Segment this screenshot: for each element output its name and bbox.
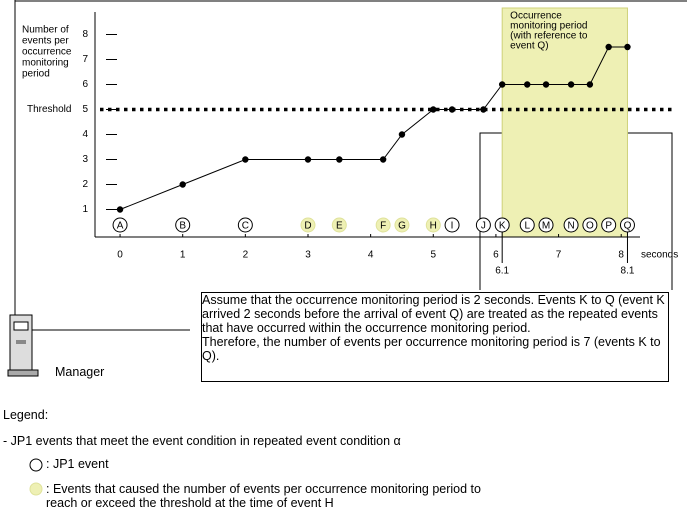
event-circle: [601, 217, 617, 233]
y-tick-label: 4: [82, 129, 88, 140]
event-circle: [394, 217, 410, 233]
data-point: [524, 81, 531, 88]
data-point: [379, 156, 387, 163]
event-label: H: [430, 221, 437, 232]
data-point: [336, 156, 343, 163]
period-label: monitoring period: [510, 21, 587, 32]
manager-icon: [7, 314, 39, 377]
event-circle: [582, 217, 598, 233]
event-label: J: [481, 221, 486, 232]
y-tick-label: 5: [82, 104, 88, 115]
threshold-label: Threshold: [27, 104, 71, 115]
event-circle: [331, 217, 347, 233]
event-circle: [619, 217, 635, 233]
event-label: A: [117, 221, 124, 232]
y-axis-label: monitoring: [22, 58, 69, 69]
event-label: M: [542, 221, 550, 232]
event-circle: [475, 217, 491, 233]
x-tick-label: 7: [556, 250, 562, 261]
event-circle: [538, 217, 554, 233]
legend-item: : JP1 event: [46, 457, 109, 471]
event-circle: [494, 217, 510, 233]
legend-heading: - JP1 events that meet the event conditi…: [3, 434, 401, 448]
event-label: O: [586, 221, 594, 232]
data-point: [304, 156, 312, 163]
event-label: Q: [624, 221, 632, 232]
y-tick-label: 6: [82, 79, 88, 90]
y-tick-label: 8: [82, 29, 88, 40]
marker-label: 8.1: [621, 266, 635, 277]
event-circle: [112, 217, 128, 233]
callout-text: Therefore, the number of events per occu…: [202, 335, 661, 363]
event-circle: [444, 217, 460, 233]
x-tick-label: 3: [305, 250, 311, 261]
data-point: [242, 156, 249, 163]
period-label: (with reference to: [510, 31, 588, 42]
y-tick-label: 1: [82, 204, 88, 215]
x-tick-label: 1: [180, 250, 186, 261]
event-label: E: [336, 221, 343, 232]
event-label: B: [179, 221, 186, 232]
legend-item: : Events that caused the number of event…: [46, 482, 481, 510]
event-circle: [519, 217, 535, 233]
event-circle: [237, 217, 253, 233]
event-label: I: [451, 221, 454, 232]
x-tick-label: 8: [618, 250, 624, 261]
data-point: [116, 206, 124, 213]
event-label: L: [524, 221, 530, 232]
x-tick-label: 4: [368, 250, 374, 261]
x-tick-label: 0: [117, 250, 123, 261]
legend-circle: [29, 458, 43, 472]
data-point: [498, 81, 506, 88]
legend-title: Legend:: [3, 408, 49, 422]
event-label: P: [605, 221, 612, 232]
event-circle: [175, 217, 191, 233]
data-point: [179, 181, 186, 188]
data-point: [542, 81, 550, 88]
legend-circle-highlight: [29, 482, 43, 496]
data-point: [624, 43, 631, 51]
y-axis-label: events per: [22, 36, 69, 47]
data-point: [430, 106, 437, 113]
data-point: [605, 43, 612, 51]
x-tick-label: 5: [430, 250, 436, 261]
data-point: [448, 106, 456, 113]
manager-label: Manager: [55, 365, 105, 379]
y-tick-label: 3: [82, 154, 88, 165]
data-point: [586, 81, 594, 88]
event-label: K: [499, 221, 506, 232]
y-tick-label: 2: [82, 179, 88, 190]
x-axis-label: seconds: [641, 250, 678, 261]
event-circle: [563, 217, 579, 233]
y-axis-label: period: [22, 69, 50, 80]
event-label: C: [242, 221, 249, 232]
callout-text: Assume that the occurrence monitoring pe…: [202, 293, 665, 335]
event-label: N: [567, 221, 574, 232]
event-label: D: [304, 221, 311, 232]
x-tick-label: 2: [243, 250, 249, 261]
x-tick-label: 6: [493, 250, 499, 261]
period-label: event Q): [510, 41, 548, 52]
event-circle: [425, 217, 441, 233]
event-label: G: [398, 221, 406, 232]
y-tick-label: 7: [82, 54, 88, 65]
event-label: F: [380, 221, 386, 232]
y-axis-label: Number of: [22, 25, 69, 36]
data-point: [480, 106, 487, 113]
event-circle: [375, 217, 391, 233]
callout: Assume that the occurrence monitoring pe…: [201, 292, 669, 382]
data-point: [567, 81, 575, 88]
y-axis-label: occurrence: [22, 47, 72, 58]
period-label: Occurrence: [510, 11, 562, 22]
data-point: [398, 131, 406, 138]
marker-label: 6.1: [495, 266, 509, 277]
event-circle: [300, 217, 316, 233]
